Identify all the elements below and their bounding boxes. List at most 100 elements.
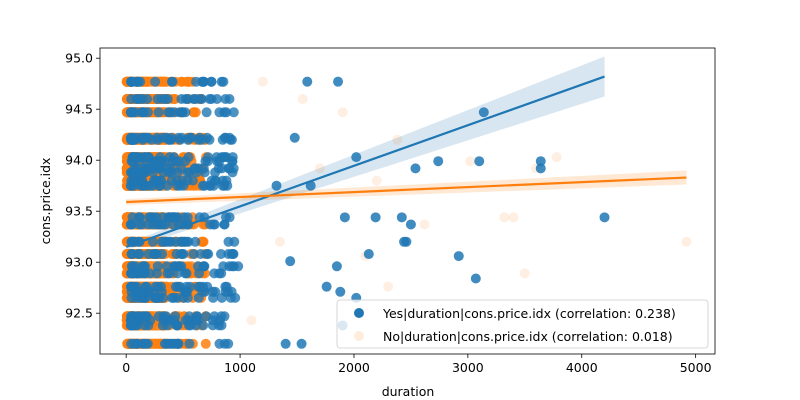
y-tick-label: 92.5: [65, 306, 93, 321]
yes-point: [184, 311, 195, 322]
yes-point: [433, 156, 444, 167]
yes-point: [470, 273, 481, 284]
no-point: [508, 212, 519, 223]
yes-point: [175, 281, 186, 292]
x-tick-label: 4000: [566, 360, 598, 375]
yes-point: [209, 311, 220, 322]
y-tick-label: 93.5: [65, 204, 93, 219]
yes-point: [224, 212, 235, 223]
yes-point: [220, 94, 231, 104]
yes-point: [227, 152, 238, 163]
no-point: [419, 219, 430, 230]
yes-point: [150, 249, 161, 259]
yes-point: [171, 292, 182, 303]
yes-point: [179, 212, 190, 223]
yes-point: [134, 212, 145, 223]
yes-point: [164, 152, 175, 163]
yes-point: [126, 338, 137, 349]
y-tick-label: 93.0: [65, 255, 93, 270]
yes-point: [363, 249, 374, 260]
x-axis-label: duration: [382, 384, 435, 399]
no-point: [337, 107, 348, 118]
yes-point: [216, 76, 227, 87]
yes-point: [183, 152, 194, 163]
yes-point: [134, 311, 144, 322]
yes-point: [144, 212, 154, 223]
yes-point: [396, 212, 407, 223]
yes-point: [128, 132, 139, 143]
yes-point: [453, 251, 464, 262]
yes-point: [285, 256, 296, 267]
yes-point: [138, 132, 149, 143]
plot-frame: [99, 47, 716, 355]
y-axis-label: cons.price.idx: [38, 158, 53, 245]
yes-point: [333, 76, 344, 87]
x-tick-label: 1000: [224, 360, 256, 375]
yes-point: [206, 94, 217, 104]
x-tick-label: 2000: [338, 360, 370, 375]
no-point: [274, 236, 285, 247]
yes-point: [143, 152, 153, 163]
no-point: [519, 268, 530, 279]
yes-point: [163, 107, 174, 118]
yes-point: [339, 212, 350, 223]
yes-point: [135, 76, 146, 87]
yes-point: [302, 76, 313, 87]
yes-point: [192, 311, 202, 322]
yes-point: [194, 132, 205, 143]
yes-point: [137, 107, 148, 118]
yes-point: [150, 175, 161, 186]
no-point: [297, 94, 308, 104]
yes-point: [218, 152, 229, 163]
yes-point: [599, 212, 610, 223]
yes-point: [134, 249, 145, 259]
no-point: [188, 107, 199, 118]
yes-point: [188, 249, 199, 259]
x-tick-label: 5000: [680, 360, 712, 375]
yes-point: [179, 236, 190, 247]
legend-label-yes: Yes|duration|cons.price.idx (correlation…: [382, 306, 676, 321]
no-point: [465, 156, 476, 167]
yes-point: [191, 76, 202, 87]
yes-point: [163, 212, 174, 223]
yes-point: [474, 156, 485, 167]
yes-point: [141, 338, 152, 349]
yes-point: [271, 180, 282, 191]
yes-point: [199, 261, 210, 272]
yes-point: [176, 261, 187, 272]
yes-point: [211, 175, 221, 186]
yes-point: [184, 132, 195, 143]
yes-point: [194, 94, 205, 104]
yes-point: [173, 132, 184, 143]
yes-point: [177, 249, 187, 259]
no-point: [551, 152, 562, 163]
yes-point: [155, 152, 166, 163]
yes-point: [170, 311, 181, 322]
yes-point: [161, 261, 172, 272]
yes-point: [129, 281, 140, 292]
yes-point: [201, 107, 212, 118]
yes-point: [195, 249, 206, 259]
yes-point: [190, 163, 201, 174]
no-point: [314, 163, 325, 174]
yes-point: [153, 107, 164, 118]
yes-point: [150, 76, 161, 87]
yes-point: [131, 94, 142, 104]
yes-point: [370, 212, 381, 223]
yes-confidence-band: [126, 56, 605, 250]
yes-point: [220, 132, 231, 143]
yes-point: [127, 107, 138, 118]
yes-point: [221, 107, 232, 118]
no-point: [392, 134, 403, 145]
yes-point: [197, 180, 208, 191]
yes-point: [150, 281, 161, 292]
yes-point: [206, 76, 217, 87]
x-tick-label: 3000: [452, 360, 484, 375]
yes-point: [203, 249, 214, 259]
yes-point: [141, 311, 152, 322]
yes-point: [184, 338, 195, 349]
legend-marker-yes: [354, 308, 364, 318]
yes-point: [190, 236, 201, 247]
yes-point: [198, 76, 209, 87]
